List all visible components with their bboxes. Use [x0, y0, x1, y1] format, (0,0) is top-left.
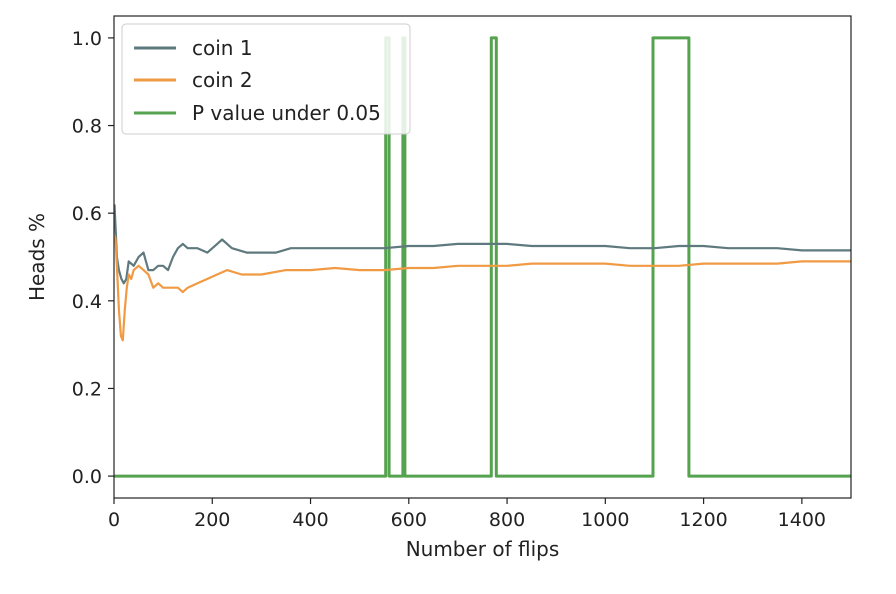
- x-tick-label: 1000: [581, 509, 629, 531]
- x-tick-label: 800: [489, 509, 525, 531]
- legend: coin 1 coin 2 P value under 0.05: [121, 23, 411, 135]
- x-tick-label: 200: [194, 509, 230, 531]
- x-tick-label: 1200: [679, 509, 727, 531]
- y-tick-label: 1.0: [72, 28, 102, 50]
- x-axis: 0 200 400 600 800 1000 1200 1400: [108, 498, 826, 531]
- x-tick-label: 0: [108, 509, 120, 531]
- y-tick-label: 0.8: [72, 116, 102, 138]
- legend-label-coin-2: coin 2: [192, 68, 253, 92]
- y-axis: 0.0 0.2 0.4 0.6 0.8 1.0: [72, 28, 114, 488]
- series-line-coin-1: [114, 204, 851, 285]
- legend-label-p-value: P value under 0.05: [192, 101, 381, 125]
- x-tick-label: 1400: [778, 509, 826, 531]
- plot-frame: [113, 15, 852, 499]
- x-tick-label: 600: [391, 509, 427, 531]
- series-line-coin-2: [114, 234, 851, 342]
- legend-label-coin-1: coin 1: [192, 36, 253, 60]
- y-tick-label: 0.4: [72, 291, 102, 313]
- y-tick-label: 0.6: [72, 203, 102, 225]
- y-axis-label: Heads %: [25, 213, 49, 301]
- x-tick-label: 400: [292, 509, 328, 531]
- x-axis-label: Number of flips: [406, 537, 560, 561]
- y-tick-label: 0.0: [72, 466, 102, 488]
- y-tick-label: 0.2: [72, 378, 102, 400]
- legend-box: [121, 23, 411, 135]
